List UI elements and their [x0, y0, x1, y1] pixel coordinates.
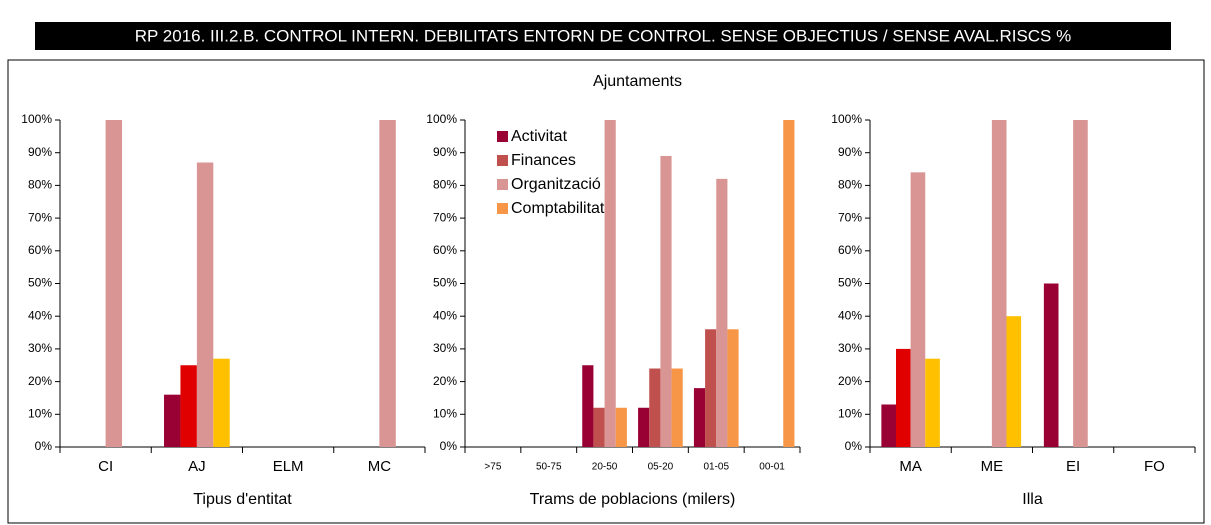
y-tick-label: 0% [845, 439, 863, 453]
chart-subtitle: Ajuntaments [593, 73, 682, 90]
bar [705, 329, 717, 447]
y-tick-label: 100% [831, 112, 862, 126]
bar [881, 404, 896, 447]
bar [604, 120, 616, 447]
legend-label: Organització [511, 176, 601, 193]
y-tick-label: 20% [28, 374, 52, 388]
bar [379, 120, 396, 447]
y-tick-label: 60% [838, 243, 862, 257]
y-tick-label: 90% [433, 145, 457, 159]
y-tick-label: 0% [440, 439, 458, 453]
legend-label: Activitat [511, 128, 568, 145]
y-tick-label: 30% [838, 341, 862, 355]
bar [213, 358, 230, 447]
bar [638, 407, 650, 447]
y-tick-label: 90% [838, 145, 862, 159]
x-tick-label: ME [981, 458, 1004, 475]
x-tick-label: FO [1144, 458, 1165, 475]
y-tick-label: 30% [28, 341, 52, 355]
y-tick-label: 80% [28, 178, 52, 192]
y-tick-label: 50% [838, 276, 862, 290]
bar [660, 155, 672, 447]
x-tick-label: MC [368, 458, 391, 475]
legend-swatch [497, 155, 508, 166]
y-tick-label: 10% [28, 406, 52, 420]
legend-swatch [497, 203, 508, 214]
bar [716, 178, 728, 448]
y-tick-label: 60% [28, 243, 52, 257]
bar [925, 358, 940, 447]
bar [593, 407, 605, 447]
bar [649, 368, 661, 447]
x-tick-label: 00-01 [759, 462, 785, 473]
bar [991, 120, 1007, 447]
y-tick-label: 70% [28, 210, 52, 224]
bar [1073, 120, 1088, 447]
y-tick-label: 100% [426, 112, 457, 126]
bar [727, 329, 739, 447]
y-tick-label: 20% [838, 374, 862, 388]
y-tick-label: 40% [433, 308, 457, 322]
legend-label: Finances [511, 152, 576, 169]
y-tick-label: 10% [433, 406, 457, 420]
y-tick-label: 80% [433, 178, 457, 192]
y-tick-label: 50% [433, 276, 457, 290]
bar [164, 394, 181, 447]
x-tick-label: CI [98, 458, 113, 475]
legend-label: Comptabilitat [511, 200, 605, 217]
bar [105, 120, 123, 447]
bar [1006, 316, 1022, 447]
bar [180, 365, 197, 447]
y-tick-label: 10% [838, 406, 862, 420]
x-tick-label: MA [899, 458, 922, 475]
y-tick-label: 40% [28, 308, 52, 322]
bar [671, 368, 683, 447]
legend-swatch [497, 179, 508, 190]
y-tick-label: 60% [433, 243, 457, 257]
x-tick-label: 50-75 [536, 462, 562, 473]
y-tick-label: 90% [28, 145, 52, 159]
bar [582, 365, 594, 447]
x-tick-label: 01-05 [703, 462, 729, 473]
y-tick-label: 70% [838, 210, 862, 224]
bar [783, 120, 795, 447]
x-tick-label: ELM [273, 458, 304, 475]
y-tick-label: 100% [21, 112, 52, 126]
y-tick-label: 50% [28, 276, 52, 290]
x-tick-label: 20-50 [592, 462, 618, 473]
bar [615, 407, 627, 447]
x-tick-label: 05-20 [648, 462, 674, 473]
y-tick-label: 80% [838, 178, 862, 192]
y-tick-label: 30% [433, 341, 457, 355]
x-axis-label: Tipus d'entitat [193, 491, 292, 508]
legend-swatch [497, 131, 508, 142]
bar [693, 388, 706, 447]
y-tick-label: 0% [35, 439, 53, 453]
x-tick-label: AJ [188, 458, 206, 475]
chart-title: RP 2016. III.2.B. CONTROL INTERN. DEBILI… [135, 26, 1072, 45]
bar [196, 162, 214, 447]
y-tick-label: 20% [433, 374, 457, 388]
x-axis-label: Illa [1022, 491, 1043, 508]
x-axis-label: Trams de poblacions (milers) [530, 491, 736, 508]
y-tick-label: 40% [838, 308, 862, 322]
title-bar [35, 22, 1171, 50]
bar [896, 348, 911, 447]
bar [910, 172, 926, 447]
bar [1043, 283, 1059, 447]
y-tick-label: 70% [433, 210, 457, 224]
x-tick-label: >75 [484, 462, 501, 473]
x-tick-label: EI [1066, 458, 1080, 475]
